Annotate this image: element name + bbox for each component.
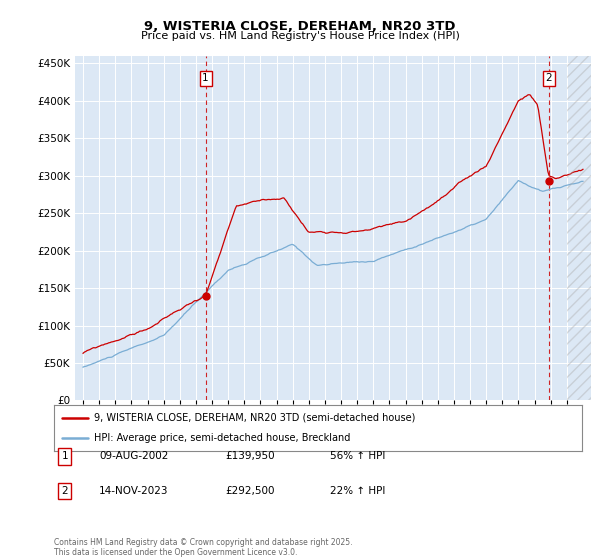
Text: 22% ↑ HPI: 22% ↑ HPI bbox=[330, 486, 385, 496]
Text: 2: 2 bbox=[61, 486, 68, 496]
Text: 09-AUG-2002: 09-AUG-2002 bbox=[99, 451, 169, 461]
Text: £292,500: £292,500 bbox=[225, 486, 275, 496]
Text: 1: 1 bbox=[61, 451, 68, 461]
Text: Contains HM Land Registry data © Crown copyright and database right 2025.
This d: Contains HM Land Registry data © Crown c… bbox=[54, 538, 353, 557]
Text: 1: 1 bbox=[202, 73, 209, 83]
Bar bbox=[567, 56, 591, 400]
Text: 9, WISTERIA CLOSE, DEREHAM, NR20 3TD: 9, WISTERIA CLOSE, DEREHAM, NR20 3TD bbox=[144, 20, 456, 32]
Text: 56% ↑ HPI: 56% ↑ HPI bbox=[330, 451, 385, 461]
Bar bbox=[567, 56, 591, 400]
Text: HPI: Average price, semi-detached house, Breckland: HPI: Average price, semi-detached house,… bbox=[94, 433, 350, 444]
Text: 2: 2 bbox=[545, 73, 552, 83]
Text: 9, WISTERIA CLOSE, DEREHAM, NR20 3TD (semi-detached house): 9, WISTERIA CLOSE, DEREHAM, NR20 3TD (se… bbox=[94, 413, 415, 423]
Text: £139,950: £139,950 bbox=[225, 451, 275, 461]
Text: Price paid vs. HM Land Registry's House Price Index (HPI): Price paid vs. HM Land Registry's House … bbox=[140, 31, 460, 41]
Text: 14-NOV-2023: 14-NOV-2023 bbox=[99, 486, 169, 496]
